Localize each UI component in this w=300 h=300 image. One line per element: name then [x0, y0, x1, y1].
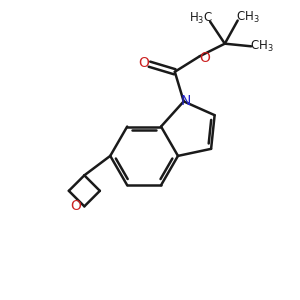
- Text: CH$_3$: CH$_3$: [236, 10, 260, 25]
- Text: O: O: [200, 51, 211, 65]
- Text: CH$_3$: CH$_3$: [250, 39, 273, 54]
- Text: N: N: [181, 94, 191, 108]
- Text: O: O: [139, 56, 150, 70]
- Text: O: O: [71, 200, 82, 213]
- Text: H$_3$C: H$_3$C: [189, 11, 213, 26]
